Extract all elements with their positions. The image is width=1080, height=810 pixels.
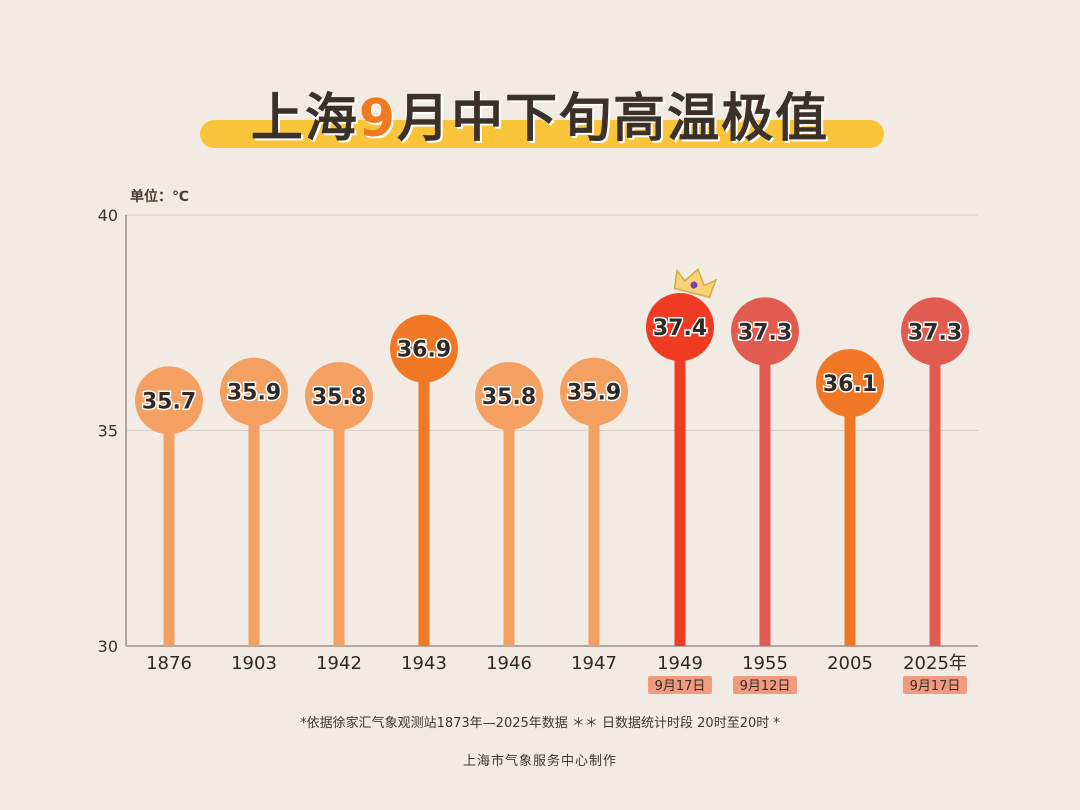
footnote: *依据徐家汇气象观测站1873年—2025年数据 ＊＊ 日数据统计时段 20时至… — [300, 716, 780, 731]
lollipop-stem — [674, 327, 686, 646]
lollipop-head — [305, 362, 373, 431]
crown-gem — [690, 281, 698, 289]
title-area: 上海9月中下旬高温极值 — [0, 0, 1080, 160]
lollipop-head — [390, 314, 458, 383]
lollipop-head — [560, 357, 628, 426]
lollipop-head — [731, 297, 799, 366]
crown-shape — [673, 268, 718, 299]
chart-title: 上海9月中下旬高温极值 — [0, 76, 1080, 151]
category-label: 1947 — [571, 653, 617, 674]
value-label: 37.3 — [908, 320, 962, 345]
y-tick-label: 30 — [98, 637, 118, 656]
category-label: 1903 — [231, 653, 277, 674]
category-label: 1946 — [486, 653, 532, 674]
y-tick-label: 35 — [98, 422, 118, 441]
value-label: 36.1 — [823, 372, 877, 397]
lollipop-head — [220, 357, 288, 426]
lollipop-stem — [759, 331, 771, 646]
title-highlight-bar — [200, 120, 884, 148]
category-label: 2005 — [827, 653, 873, 674]
category-label: 1876 — [146, 653, 192, 674]
lollipop-stem — [844, 383, 856, 646]
lollipop-head — [816, 349, 884, 418]
date-badge — [648, 676, 712, 694]
title-suffix: 月中下旬高温极值 — [397, 89, 830, 149]
value-label: 37.4 — [653, 316, 707, 341]
lollipop-stem — [248, 391, 260, 646]
date-label: 9月12日 — [740, 679, 791, 694]
category-label: 1955 — [742, 653, 788, 674]
value-label: 35.8 — [482, 385, 536, 410]
value-label: 36.9 — [397, 338, 451, 363]
date-label: 9月17日 — [910, 679, 961, 694]
value-label: 35.8 — [312, 385, 366, 410]
lollipop-head — [475, 362, 543, 431]
lollipop-stem — [929, 331, 941, 646]
lollipop-stem — [333, 396, 345, 646]
value-label: 37.3 — [738, 320, 792, 345]
value-label: 35.9 — [227, 381, 281, 406]
unit-label: 单位：℃ — [130, 189, 189, 205]
category-label: 2025年 — [903, 653, 967, 674]
category-label: 1949 — [657, 653, 703, 674]
date-label: 9月17日 — [655, 679, 706, 694]
category-label: 1942 — [316, 653, 362, 674]
title-accent-number: 9 — [358, 89, 398, 149]
date-badge — [733, 676, 797, 694]
lollipop-head — [646, 293, 714, 362]
lollipop-head — [135, 366, 203, 435]
lollipop-stem — [503, 396, 515, 646]
value-label: 35.7 — [142, 389, 196, 414]
category-label: 1943 — [401, 653, 447, 674]
lollipop-stem — [163, 400, 175, 646]
title-prefix: 上海 — [250, 89, 359, 149]
lollipop-head — [901, 297, 969, 366]
lollipop-stem — [588, 391, 600, 646]
date-badge — [903, 676, 967, 694]
lollipop-stem — [418, 348, 430, 646]
y-tick-label: 40 — [98, 206, 118, 225]
value-label: 35.9 — [567, 381, 621, 406]
crown-icon — [673, 268, 718, 299]
credit: 上海市气象服务中心制作 — [462, 754, 617, 769]
